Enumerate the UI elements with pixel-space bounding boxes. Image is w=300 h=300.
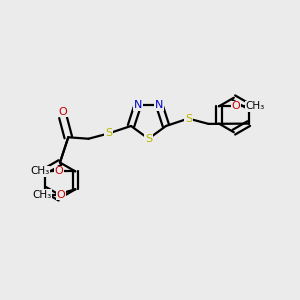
Text: S: S <box>145 134 152 144</box>
Text: S: S <box>105 128 112 138</box>
Text: N: N <box>155 100 164 110</box>
Text: O: O <box>56 190 65 200</box>
Text: S: S <box>185 113 192 124</box>
Text: CH₃: CH₃ <box>30 167 50 176</box>
Text: O: O <box>54 167 63 176</box>
Text: O: O <box>58 107 67 117</box>
Text: CH₃: CH₃ <box>245 101 265 111</box>
Text: CH₃: CH₃ <box>32 190 51 200</box>
Text: N: N <box>134 100 142 110</box>
Text: O: O <box>232 101 241 111</box>
